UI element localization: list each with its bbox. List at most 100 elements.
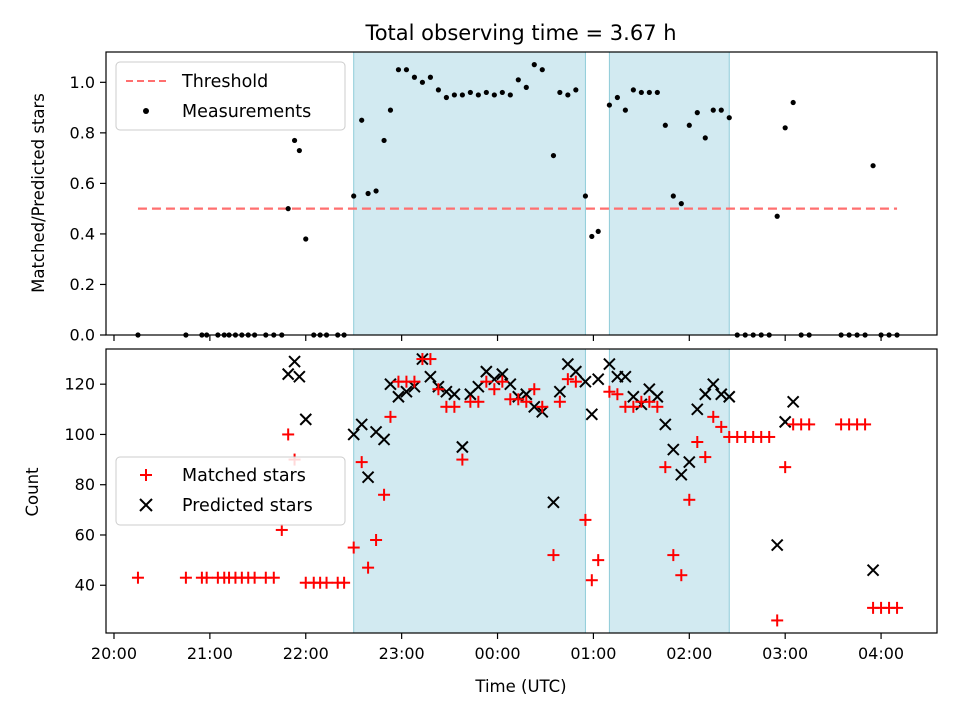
measurement-point	[359, 117, 365, 123]
top-y-tick-label: 0.4	[70, 224, 95, 243]
measurement-point	[565, 92, 571, 98]
shaded-interval	[608, 51, 730, 336]
measurement-point	[411, 74, 418, 80]
measurement-point	[582, 193, 589, 199]
bottom-y-tick-label: 80	[75, 475, 95, 494]
measurement-point	[573, 87, 579, 93]
measurement-point	[499, 89, 505, 96]
predicted-stars-point	[488, 372, 501, 386]
top-plot-frame	[105, 51, 938, 336]
matched-stars-point	[569, 375, 582, 388]
shaded-interval	[608, 348, 730, 634]
measurement-point	[702, 135, 708, 141]
predicted-stars-point	[456, 440, 469, 454]
x-tick-label: 21:00	[187, 644, 233, 663]
measurement-point	[710, 107, 716, 113]
measurement-point	[491, 92, 497, 98]
measurement-point	[686, 122, 692, 128]
bottom-legend: Matched stars Predicted stars	[115, 456, 346, 526]
predicted-stars-point	[528, 400, 541, 414]
matched-stars-point	[707, 410, 720, 423]
measurement-point	[435, 87, 441, 93]
measurement-point	[373, 188, 379, 194]
predicted-stars-point	[299, 413, 312, 426]
predicted-stars-point	[569, 365, 583, 378]
measurement-point	[589, 233, 595, 240]
measurement-point	[595, 228, 601, 235]
measurement-point	[475, 92, 481, 98]
matched-stars-point	[592, 554, 605, 567]
measurement-point	[427, 74, 434, 80]
matched-stars-point	[448, 400, 461, 413]
measurement-point	[622, 107, 628, 113]
measurement-point	[531, 62, 537, 68]
predicted-stars-point	[553, 385, 567, 398]
measurement-point	[774, 213, 780, 219]
predicted-stars-point	[288, 355, 301, 368]
measurement-point	[291, 137, 298, 144]
measurement-point	[365, 190, 371, 197]
matched-stars-point	[520, 395, 533, 408]
matched-stars-point	[472, 395, 485, 408]
x-tick-label: 03:00	[762, 644, 808, 663]
measurement-point	[451, 92, 457, 98]
predicted-stars-point	[659, 418, 672, 431]
matched-stars-point	[779, 461, 792, 474]
predicted-stars-point	[472, 380, 485, 393]
matched-stars-point	[378, 488, 391, 501]
measurement-point	[550, 152, 557, 159]
matched-stars-point	[771, 614, 784, 627]
matched-stars-point	[699, 451, 712, 464]
measurement-point	[557, 89, 563, 96]
predicted-stars-point	[778, 415, 792, 429]
predicted-stars-point	[347, 428, 360, 441]
matched-stars-point	[456, 453, 469, 466]
measurement-point	[303, 236, 309, 242]
matched-stars-point	[536, 400, 549, 413]
x-tick-label: 01:00	[570, 644, 616, 663]
predicted-stars-point	[496, 367, 509, 381]
matched-stars-point	[384, 410, 397, 423]
top-y-tick-label: 0.6	[70, 174, 95, 193]
matched-stars-point	[355, 456, 368, 469]
measurement-point	[870, 163, 876, 169]
top-y-axis-label: Matched/Predicted stars	[29, 93, 48, 293]
legend-threshold-label: Threshold	[181, 72, 268, 92]
matched-stars-point	[643, 395, 656, 408]
matched-stars-point	[561, 373, 574, 386]
legend-matched-label: Matched stars	[182, 466, 306, 486]
matched-stars-point	[179, 571, 192, 584]
matched-stars-point	[275, 523, 288, 536]
measurement-point	[381, 137, 387, 144]
matched-stars-point	[803, 418, 816, 431]
matched-stars-point	[370, 534, 383, 547]
bottom-y-axis-label: Count	[23, 467, 42, 517]
bottom-plot-frame	[105, 348, 938, 634]
predicted-stars-point	[683, 455, 696, 469]
measurement-point	[718, 107, 724, 113]
top-legend: Threshold Measurements	[115, 61, 346, 131]
measurement-point	[459, 92, 465, 98]
matched-stars-point	[611, 388, 624, 401]
matched-stars-point	[715, 420, 728, 433]
predicted-stars-point	[691, 403, 704, 416]
measurement-point	[403, 67, 410, 73]
measurement-point	[654, 89, 660, 96]
matched-stars-point	[362, 561, 375, 574]
x-tick-label: 22:00	[283, 644, 329, 663]
measurement-point	[638, 89, 644, 96]
predicted-stars-point	[866, 563, 880, 577]
predicted-stars-point	[424, 370, 437, 383]
measurement-point	[443, 94, 449, 101]
matched-stars-point	[282, 428, 295, 441]
predicted-stars-point	[715, 388, 728, 401]
predicted-stars-point	[585, 408, 599, 421]
matched-stars-point	[627, 400, 640, 413]
predicted-stars-point	[547, 496, 560, 509]
x-tick-label: 00:00	[474, 644, 520, 663]
matched-stars-point	[200, 571, 213, 584]
predicted-stars-point	[770, 538, 784, 552]
measurement-point	[726, 115, 732, 121]
predicted-stars-point	[592, 372, 605, 386]
